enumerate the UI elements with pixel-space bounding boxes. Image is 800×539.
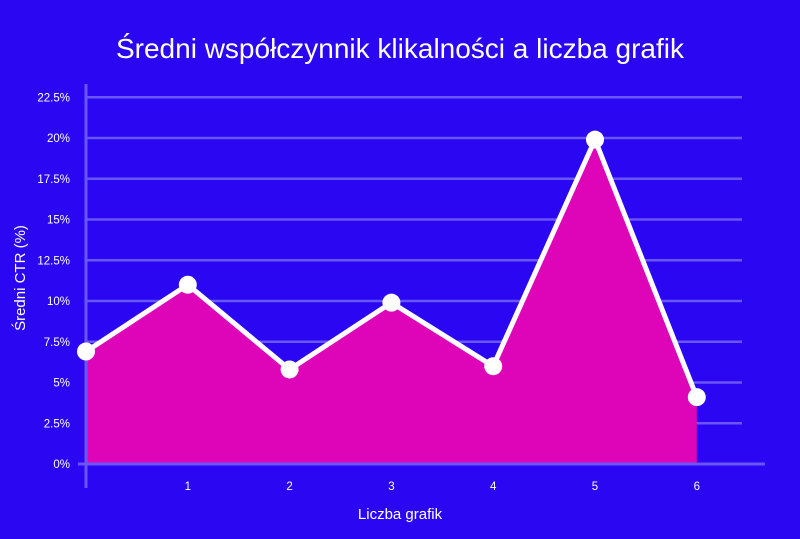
area-layer [86,139,697,464]
y-tick-labels: 0% 2.5% 5% 7.5% 10% 12.5% 15% 17.5% 20% 22.5% [37,92,70,471]
y-tick-label: 17.5% [37,174,70,186]
y-tick-label: 12.5% [37,255,70,267]
y-tick-label: 5% [53,378,70,390]
area-fill [86,139,697,464]
x-tick-label: 4 [490,481,497,493]
y-tick-label: 0% [53,459,70,471]
data-point [586,130,604,149]
x-tick-label: 6 [694,481,700,493]
data-points [77,130,706,407]
y-tick-label: 15% [47,215,70,227]
x-axis-label: Liczba grafik [358,506,443,523]
data-point [280,360,299,379]
data-point [178,275,197,294]
data-point [687,388,706,407]
y-tick-label: 22.5% [37,92,70,104]
y-tick-label: 20% [47,133,70,145]
x-tick-label: 3 [388,481,394,493]
y-tick-label: 7.5% [44,337,70,349]
data-point [484,357,503,376]
axes [78,84,765,488]
y-axis-label: Średni CTR (%) [11,225,29,331]
x-tick-label: 5 [592,481,598,493]
x-tick-labels: 1 2 3 4 5 6 [185,481,700,493]
y-tick-label: 10% [47,296,70,308]
y-tick-label: 2.5% [44,418,70,430]
data-point [77,342,95,361]
data-point [382,293,401,312]
chart-title: Średni współczynnik klikalności a liczba… [116,32,685,64]
x-tick-label: 2 [286,481,292,493]
x-tick-label: 1 [185,481,191,493]
